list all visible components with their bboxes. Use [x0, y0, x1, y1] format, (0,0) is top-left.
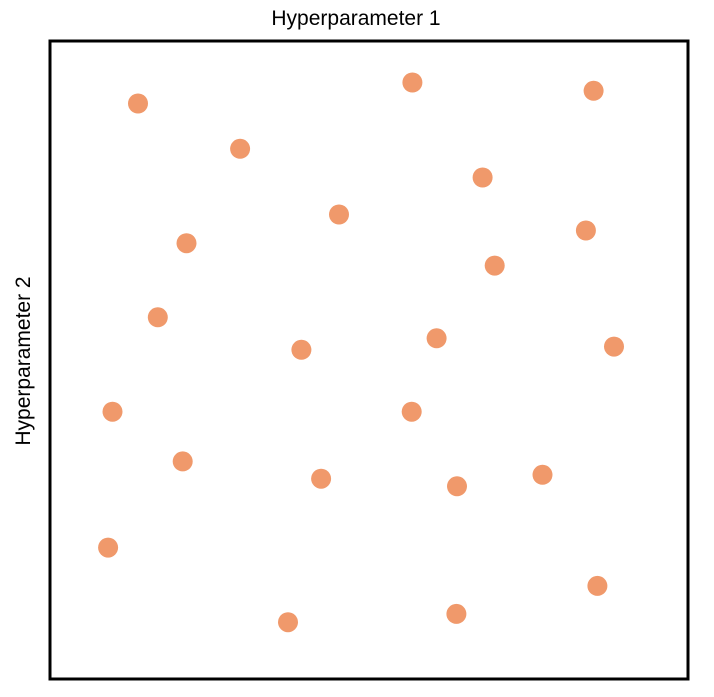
scatter-point-15	[401, 401, 422, 422]
scatter-point-10	[147, 307, 168, 328]
scatter-point-3	[402, 72, 423, 93]
scatter-point-23	[446, 603, 467, 624]
scatter-point-16	[172, 451, 193, 472]
points-layer	[98, 72, 624, 633]
scatter-point-13	[604, 336, 624, 357]
x-axis-label: Hyperparameter 1	[271, 7, 440, 30]
plot-area-frame	[48, 39, 690, 681]
scatter-point-18	[447, 476, 467, 497]
scatter-point-9	[484, 255, 505, 276]
scatter-point-8	[176, 233, 197, 254]
scatter-point-12	[426, 328, 447, 349]
scatter-point-22	[278, 612, 298, 633]
scatter-point-1	[128, 93, 148, 114]
scatter-point-11	[291, 339, 312, 360]
scatter-point-14	[102, 401, 123, 422]
scatter-point-21	[587, 575, 608, 596]
scatter-point-4	[583, 80, 604, 101]
scatter-point-2	[230, 138, 251, 159]
scatter-point-5	[472, 167, 493, 188]
y-axis-label: Hyperparameter 2	[12, 276, 35, 445]
scatter-point-17	[311, 468, 332, 489]
scatter-point-7	[575, 220, 596, 241]
scatter-point-6	[329, 204, 349, 225]
scatter-point-19	[532, 464, 553, 485]
scatter-point-20	[98, 537, 119, 558]
